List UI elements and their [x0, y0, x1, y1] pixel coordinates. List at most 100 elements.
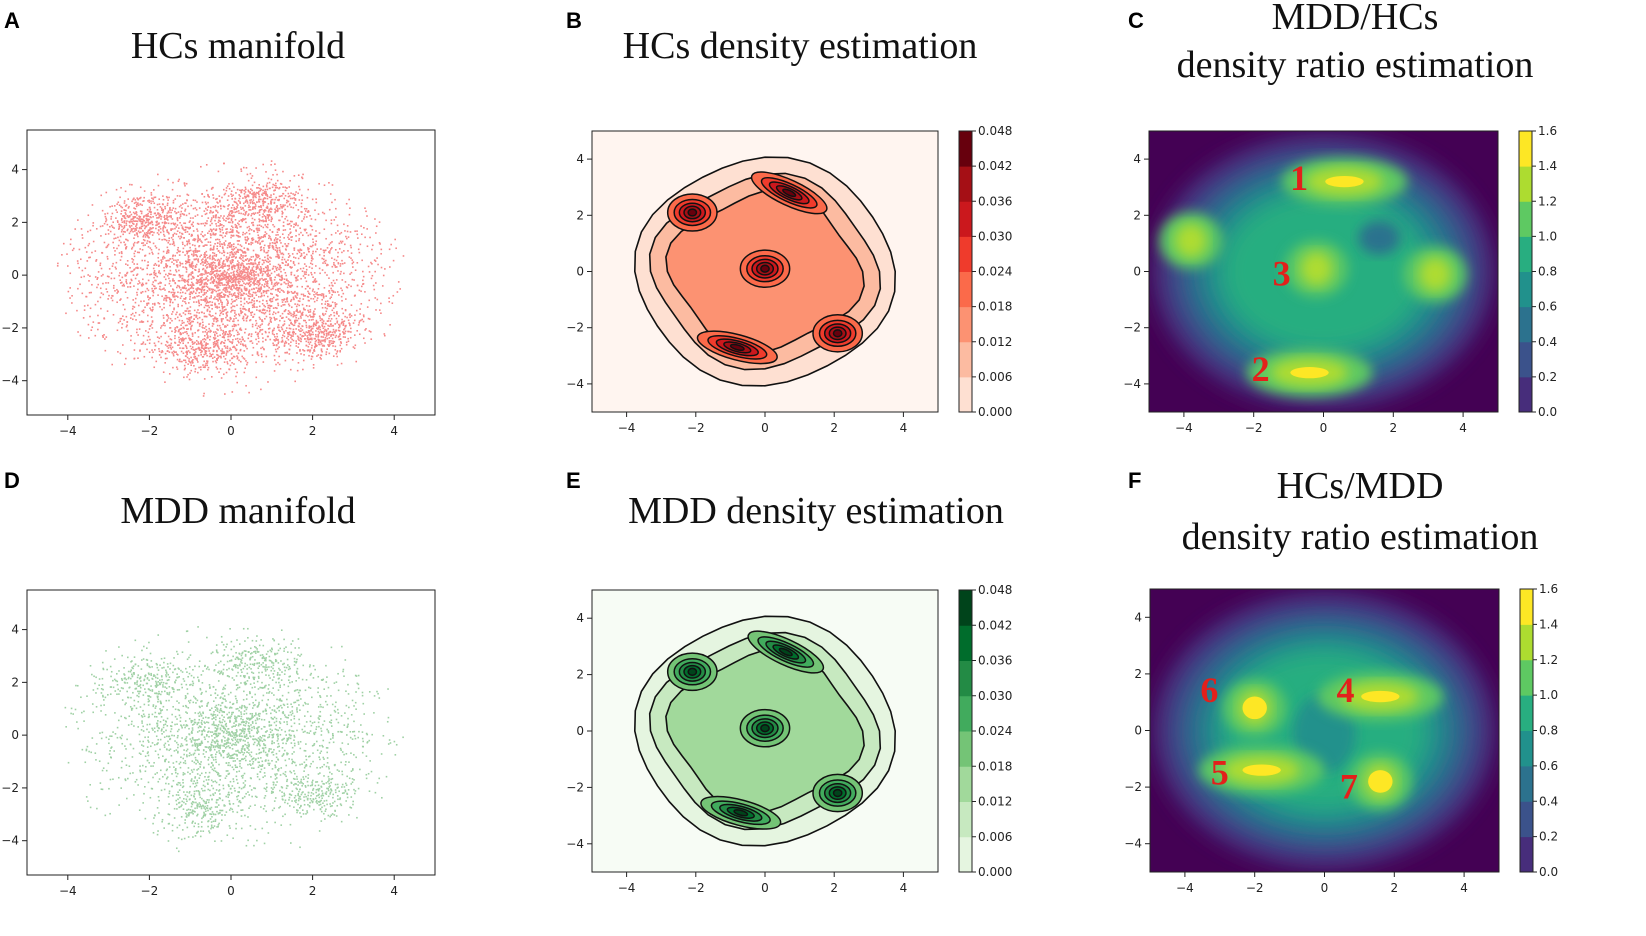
y-tick-label: 2: [1133, 208, 1141, 222]
x-tick-label: 4: [390, 424, 398, 438]
panel-label: D: [4, 468, 20, 493]
y-tick-label: 4: [1134, 610, 1142, 624]
density-peak: [782, 188, 797, 198]
panel-title: MDD density estimation: [628, 490, 1004, 532]
y-tick-label: −2: [566, 780, 584, 794]
plot-area: [592, 131, 938, 412]
panel-title: HCs manifold: [131, 25, 345, 67]
density-peak: [778, 647, 793, 657]
colorbar-tick-label: 1.0: [1538, 229, 1557, 243]
panel-label: C: [1128, 8, 1144, 33]
x-tick-label: −2: [687, 421, 705, 435]
region-annotation: 3: [1273, 254, 1291, 294]
y-tick-label: 0: [576, 724, 584, 738]
colorbar-tick-label: 0.036: [978, 654, 1012, 668]
colorbar-tick-label: 0.4: [1539, 794, 1558, 808]
colorbar-tick-label: 1.2: [1539, 653, 1558, 667]
x-tick-label: 2: [830, 421, 838, 435]
x-tick-label: −4: [59, 424, 77, 438]
colorbar-tick-label: 1.2: [1538, 194, 1557, 208]
density-peak: [760, 724, 770, 733]
x-tick-label: −2: [141, 424, 159, 438]
x-tick-label: −4: [1176, 881, 1194, 895]
colorbar-tick-label: 0.2: [1538, 370, 1557, 384]
panel-title: MDD/HCs: [1272, 0, 1439, 38]
region-annotation: 4: [1336, 670, 1354, 710]
y-tick-label: −2: [566, 321, 584, 335]
density-peak: [760, 264, 770, 273]
scatter-points: [56, 160, 405, 397]
plot-area: [27, 130, 435, 415]
panel-c: C MDD/HCs density ratio estimation 1 2 3 −4 −2 0…: [1123, 0, 1557, 435]
y-tick-label: 4: [11, 163, 19, 177]
density-peak: [832, 788, 843, 798]
colorbar-tick-label: 0.0: [1538, 405, 1557, 419]
x-tick-label: 4: [900, 421, 908, 435]
y-tick-label: 4: [576, 611, 584, 625]
y-tick-label: 4: [576, 152, 584, 166]
x-tick-label: −2: [687, 881, 705, 895]
x-tick-label: 2: [1389, 421, 1397, 435]
x-tick-label: 0: [761, 881, 769, 895]
x-tick-label: −2: [1245, 421, 1263, 435]
colorbar-tick-label: 0.006: [978, 370, 1012, 384]
colorbar-tick-label: 0.030: [978, 689, 1012, 703]
colorbar-tick-label: 0.042: [978, 159, 1012, 173]
panel-title: HCs density estimation: [623, 25, 978, 67]
x-tick-label: 0: [1320, 421, 1328, 435]
x-tick-label: 4: [1460, 881, 1468, 895]
x-tick-label: 4: [390, 884, 398, 898]
colorbar-tick-label: 1.0: [1539, 688, 1558, 702]
panel-label: E: [566, 468, 581, 493]
y-tick-label: −4: [1, 374, 19, 388]
x-tick-label: 4: [1459, 421, 1467, 435]
colorbar-tick-label: 1.6: [1539, 582, 1558, 596]
colorbar: 0.048 0.042 0.036 0.030 0.024 0.018 0.012 0.006…: [958, 124, 1012, 419]
x-tick-label: 2: [1390, 881, 1398, 895]
panel-e: E MDD density estimation −4 −2 0 2 4 4 2 0 −2 −4 0.0…: [566, 468, 1012, 895]
y-tick-label: −2: [1, 321, 19, 335]
x-tick-label: 0: [761, 421, 769, 435]
density-peak: [832, 329, 843, 338]
panel-a: A HCs manifold −4 −2 0 2 4 4 2 0 −2 −4: [1, 8, 436, 438]
colorbar-tick-label: 0.048: [978, 124, 1012, 138]
x-tick-label: 4: [900, 881, 908, 895]
panel-b: B HCs density estimation −4 −2 0 2 4 4 2 0 −2 −4 0.0…: [566, 8, 1012, 435]
colorbar: 1.6 1.4 1.2 1.0 0.8 0.6 0.4 0.2 0.0: [1518, 124, 1557, 419]
colorbar-tick-label: 0.6: [1539, 759, 1558, 773]
panel-f: F HCs/MDD density ratio estimation 4 5 6 7 −4 −2…: [1124, 465, 1558, 895]
panel-title: MDD manifold: [120, 490, 355, 532]
y-tick-label: 0: [11, 728, 19, 742]
x-tick-label: 2: [830, 881, 838, 895]
x-tick-label: 0: [227, 884, 235, 898]
colorbar-tick-label: 0.012: [978, 335, 1012, 349]
colorbar-tick-label: 0.024: [978, 265, 1012, 279]
colorbar-tick-label: 1.4: [1539, 617, 1558, 631]
y-tick-label: −4: [1124, 837, 1142, 851]
x-tick-label: 2: [309, 424, 317, 438]
panel-title: density ratio estimation: [1182, 516, 1539, 558]
y-tick-label: 2: [576, 668, 584, 682]
region-annotation: 1: [1290, 158, 1308, 198]
colorbar-tick-label: 0.036: [978, 194, 1012, 208]
x-tick-label: −2: [1246, 881, 1264, 895]
y-tick-label: 2: [11, 215, 19, 229]
density-peak: [687, 208, 698, 217]
colorbar-tick-label: 0.012: [978, 795, 1012, 809]
y-tick-label: −4: [566, 377, 584, 391]
colorbar-tick-label: 1.6: [1538, 124, 1557, 138]
density-peak: [687, 667, 698, 676]
density-peak: [733, 809, 749, 817]
colorbar-tick-label: 0.018: [978, 759, 1012, 773]
panel-label: F: [1128, 468, 1141, 493]
x-tick-label: 0: [1321, 881, 1329, 895]
y-tick-label: 0: [576, 265, 584, 279]
colorbar-tick-label: 0.018: [978, 300, 1012, 314]
y-tick-label: 4: [1133, 152, 1141, 166]
plot-area: [27, 590, 435, 875]
x-tick-label: −4: [618, 881, 636, 895]
colorbar-tick-label: 0.4: [1538, 335, 1557, 349]
colorbar: 1.6 1.4 1.2 1.0 0.8 0.6 0.4 0.2 0.0: [1519, 582, 1558, 879]
colorbar-tick-label: 0.0: [1539, 865, 1558, 879]
